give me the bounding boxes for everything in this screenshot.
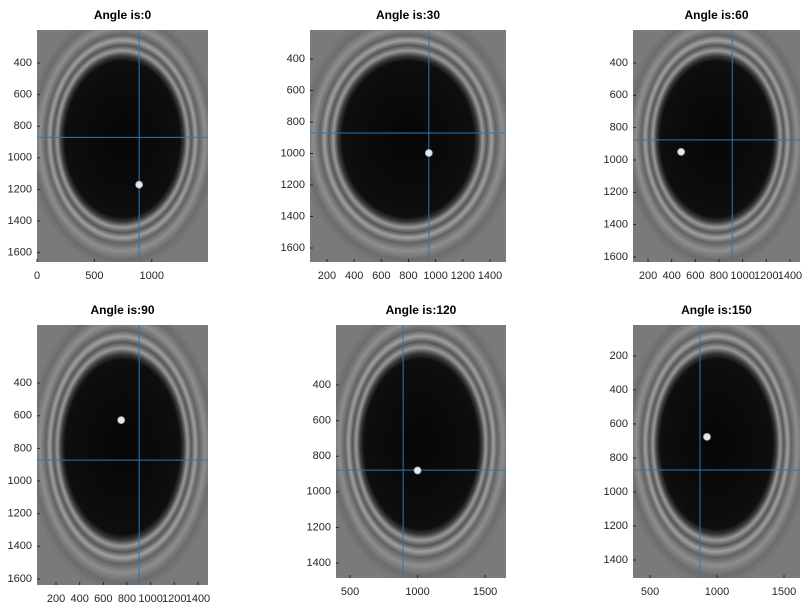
x-tick-label: 1200 — [451, 270, 475, 282]
y-tick-label: 1000 — [8, 152, 32, 164]
x-tick-label: 500 — [341, 586, 359, 598]
y-tick-label: 400 — [313, 379, 331, 391]
x-tick-label: 800 — [399, 270, 417, 282]
y-tick-label: 1400 — [604, 219, 628, 231]
y-tick-label: 1600 — [604, 251, 628, 263]
x-tick-label: 200 — [639, 270, 657, 282]
bright-spot — [703, 432, 711, 441]
x-tick-label: 1200 — [754, 270, 778, 282]
y-tick-label: 1400 — [8, 540, 32, 552]
y-tick-label: 600 — [313, 415, 331, 427]
subplot-title: Angle is:90 — [90, 303, 154, 317]
y-tick-label: 1200 — [8, 183, 32, 195]
image — [310, 30, 506, 262]
x-tick-label: 200 — [318, 270, 336, 282]
bright-spot — [677, 148, 686, 156]
bright-spot — [135, 180, 144, 189]
x-tick-label: 600 — [94, 593, 112, 605]
x-tick-label: 400 — [71, 593, 89, 605]
x-tick-label: 600 — [372, 270, 390, 282]
x-tick-label: 1400 — [478, 270, 502, 282]
image — [37, 30, 208, 262]
bright-spot — [117, 416, 126, 425]
y-tick-label: 400 — [287, 53, 305, 65]
x-tick-label: 1000 — [423, 270, 447, 282]
y-tick-label: 600 — [287, 84, 305, 96]
subplot-title: Angle is:150 — [681, 303, 752, 317]
x-tick-label: 1400 — [778, 270, 802, 282]
x-tick-label: 1400 — [186, 593, 210, 605]
x-tick-label: 1000 — [705, 586, 729, 598]
bright-spot — [424, 149, 433, 157]
y-tick-label: 600 — [610, 418, 628, 430]
y-tick-label: 800 — [287, 116, 305, 128]
y-tick-label: 1000 — [281, 147, 305, 159]
x-tick-label: 1200 — [162, 593, 186, 605]
x-tick-label: 500 — [85, 270, 103, 282]
x-tick-label: 400 — [345, 270, 363, 282]
y-tick-label: 800 — [313, 450, 331, 462]
y-tick-label: 1400 — [307, 557, 331, 569]
y-tick-label: 200 — [610, 350, 628, 362]
x-tick-label: 500 — [641, 586, 659, 598]
y-tick-label: 400 — [610, 57, 628, 69]
y-tick-label: 400 — [14, 57, 32, 69]
x-tick-label: 1000 — [140, 270, 164, 282]
y-tick-label: 800 — [14, 120, 32, 132]
x-tick-label: 200 — [47, 593, 65, 605]
y-tick-label: 1600 — [8, 573, 32, 585]
y-tick-label: 400 — [14, 377, 32, 389]
x-tick-label: 1000 — [405, 586, 429, 598]
y-tick-label: 1200 — [281, 179, 305, 191]
subplot-title: Angle is:30 — [376, 8, 440, 22]
image — [37, 325, 208, 585]
subplot-title: Angle is:0 — [94, 8, 152, 22]
x-tick-label: 800 — [710, 270, 728, 282]
y-tick-label: 1400 — [604, 554, 628, 566]
bright-spot — [413, 466, 422, 475]
y-tick-label: 800 — [14, 442, 32, 454]
image — [633, 30, 800, 262]
x-tick-label: 1500 — [473, 586, 497, 598]
y-tick-label: 800 — [610, 452, 628, 464]
y-tick-label: 400 — [610, 384, 628, 396]
x-tick-label: 600 — [686, 270, 704, 282]
y-tick-label: 1200 — [604, 520, 628, 532]
y-tick-label: 1000 — [604, 154, 628, 166]
y-tick-label: 1600 — [281, 242, 305, 254]
x-tick-label: 400 — [662, 270, 680, 282]
x-tick-label: 1000 — [730, 270, 754, 282]
subplot: Angle is:120 500 1000 1500 400 600 800 1000 1200… — [307, 303, 506, 598]
x-tick-label: 0 — [34, 270, 40, 282]
subplot-title: Angle is:120 — [386, 303, 457, 317]
y-tick-label: 1000 — [8, 475, 32, 487]
image — [336, 325, 506, 578]
y-tick-label: 1200 — [8, 508, 32, 520]
y-tick-label: 1000 — [604, 486, 628, 498]
y-tick-label: 1200 — [604, 186, 628, 198]
subplot: Angle is:150 500 1000 1500 200 400 600 800 1000 1… — [604, 303, 800, 598]
y-tick-label: 800 — [610, 122, 628, 134]
x-tick-label: 1500 — [772, 586, 796, 598]
y-tick-label: 1600 — [8, 246, 32, 258]
y-tick-label: 1400 — [8, 215, 32, 227]
image — [633, 325, 800, 578]
x-tick-label: 800 — [118, 593, 136, 605]
y-tick-label: 1200 — [307, 521, 331, 533]
y-tick-label: 600 — [610, 89, 628, 101]
y-tick-label: 1400 — [281, 210, 305, 222]
x-tick-label: 1000 — [138, 593, 162, 605]
y-tick-label: 1000 — [307, 486, 331, 498]
y-tick-label: 600 — [14, 89, 32, 101]
subplot: Angle is:0 0 500 1000 400 600 800 1000 1200 1400 1… — [8, 8, 208, 282]
y-tick-label: 600 — [14, 410, 32, 422]
subplot-title: Angle is:60 — [684, 8, 748, 22]
